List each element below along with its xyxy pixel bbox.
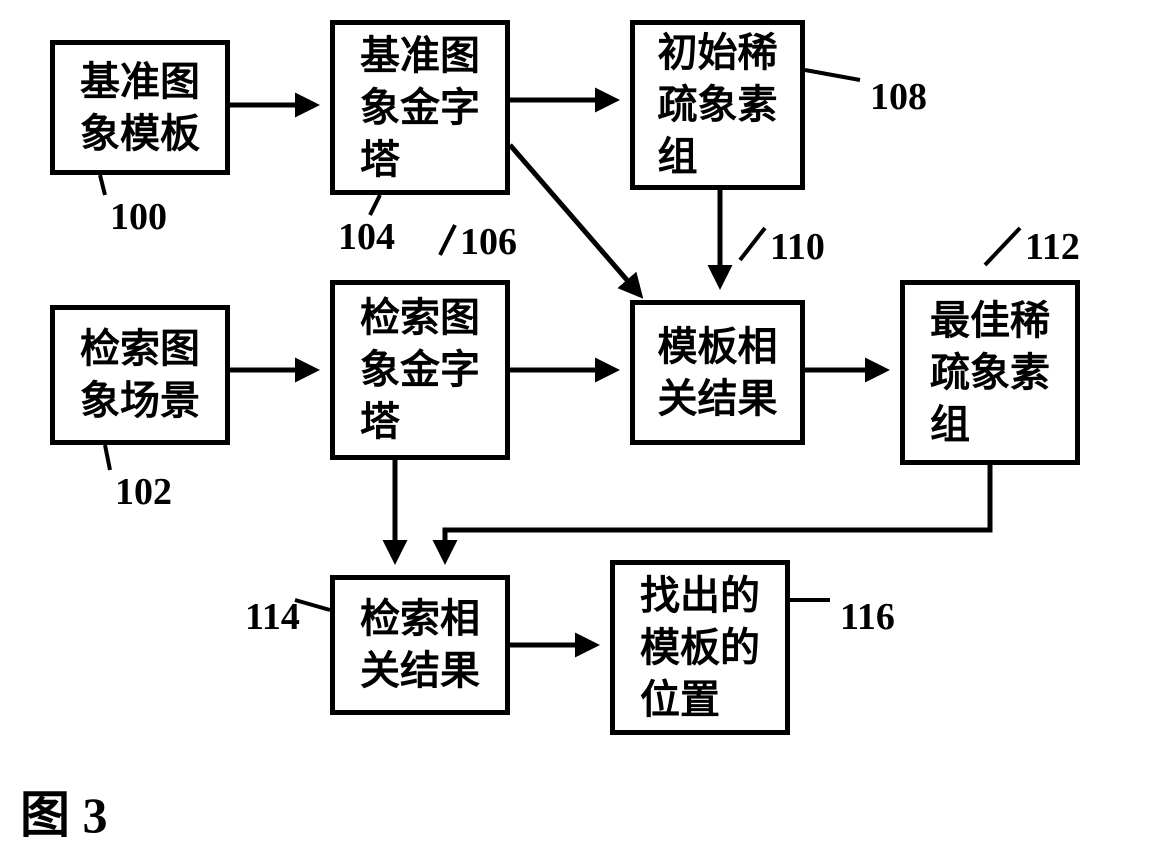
flowchart-node-n112: 最佳稀 疏象素 组 bbox=[900, 280, 1080, 465]
node-label-n114: 114 bbox=[245, 595, 300, 639]
node-label-text: 110 bbox=[770, 226, 825, 268]
node-text: 初始稀 疏象素 组 bbox=[658, 27, 778, 183]
callout-line-2 bbox=[805, 70, 860, 80]
node-label-text: 100 bbox=[110, 196, 167, 238]
figure-label: 图 3 bbox=[20, 775, 108, 847]
node-label-n116: 116 bbox=[840, 595, 895, 639]
flowchart-node-n100: 基准图 象模板 bbox=[50, 40, 230, 175]
flowchart-node-n110: 模板相 关结果 bbox=[630, 300, 805, 445]
node-text: 最佳稀 疏象素 组 bbox=[930, 295, 1050, 451]
callout-line-0 bbox=[100, 175, 105, 195]
callout-line-7 bbox=[295, 600, 330, 610]
node-text: 检索图 象场景 bbox=[80, 323, 200, 427]
node-label-text: 112 bbox=[1025, 226, 1080, 268]
node-text: 模板相 关结果 bbox=[658, 321, 778, 425]
node-label-text: 108 bbox=[870, 76, 927, 118]
flowchart-node-n104: 基准图 象金字 塔 bbox=[330, 20, 510, 195]
callout-line-1 bbox=[370, 195, 380, 215]
callout-line-5 bbox=[740, 228, 765, 260]
node-text: 检索图 象金字 塔 bbox=[360, 292, 480, 448]
node-label-text: 102 bbox=[115, 471, 172, 513]
callout-line-6 bbox=[985, 228, 1020, 265]
flowchart-node-n106: 检索图 象金字 塔 bbox=[330, 280, 510, 460]
node-label-text: 106 bbox=[460, 221, 517, 263]
node-label-n110: 110 bbox=[770, 225, 825, 269]
edge-n104-n110 bbox=[510, 145, 640, 295]
callout-line-4 bbox=[440, 225, 455, 255]
node-text: 找出的 模板的 位置 bbox=[640, 570, 760, 726]
callout-line-3 bbox=[105, 445, 110, 470]
flowchart-node-n102: 检索图 象场景 bbox=[50, 305, 230, 445]
node-label-text: 104 bbox=[338, 216, 395, 258]
node-label-text: 116 bbox=[840, 596, 895, 638]
edge-n112-n114 bbox=[445, 465, 990, 560]
node-text: 基准图 象金字 塔 bbox=[360, 30, 480, 186]
node-label-n102: 102 bbox=[115, 470, 172, 514]
node-text: 检索相 关结果 bbox=[360, 593, 480, 697]
node-label-n104: 104 bbox=[338, 215, 395, 259]
figure-label-text: 图 3 bbox=[20, 787, 108, 843]
node-label-n112: 112 bbox=[1025, 225, 1080, 269]
node-text: 基准图 象模板 bbox=[80, 56, 200, 160]
node-label-n106: 106 bbox=[460, 220, 517, 264]
node-label-n108: 108 bbox=[870, 75, 927, 119]
flowchart-node-n116: 找出的 模板的 位置 bbox=[610, 560, 790, 735]
flowchart-node-n114: 检索相 关结果 bbox=[330, 575, 510, 715]
node-label-text: 114 bbox=[245, 596, 300, 638]
node-label-n100: 100 bbox=[110, 195, 167, 239]
flowchart-node-n108: 初始稀 疏象素 组 bbox=[630, 20, 805, 190]
